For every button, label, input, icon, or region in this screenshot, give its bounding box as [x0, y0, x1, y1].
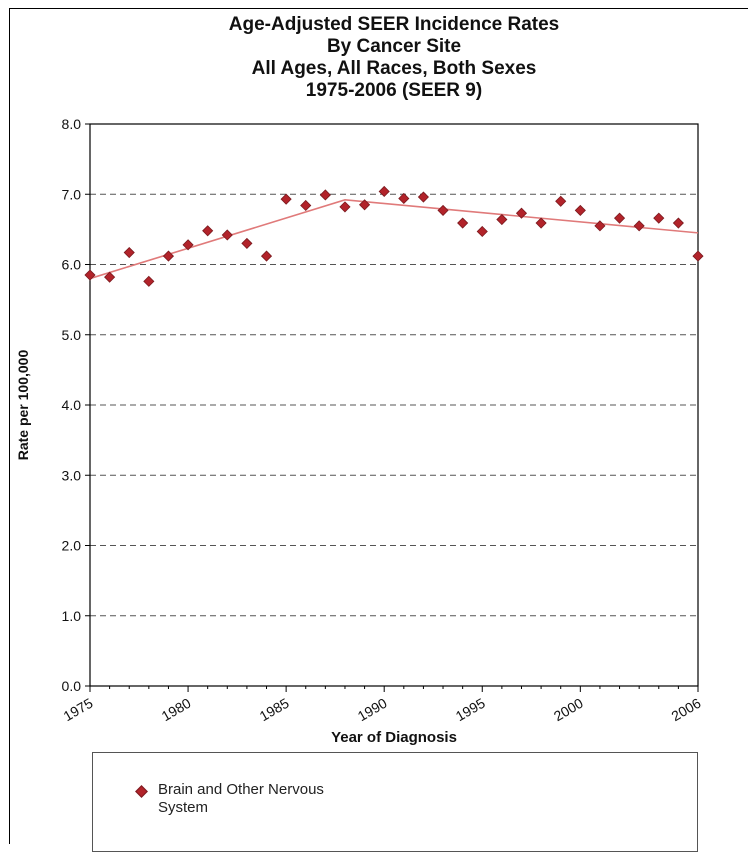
data-point: [653, 212, 665, 224]
data-point: [280, 193, 292, 205]
data-point: [692, 250, 704, 262]
data-points: [84, 185, 704, 287]
data-point: [437, 204, 449, 216]
y-tick-label: 2.0: [62, 538, 82, 554]
data-point: [417, 191, 429, 203]
data-point: [457, 217, 469, 229]
data-point: [476, 225, 488, 238]
data-point: [672, 217, 684, 229]
data-point: [535, 217, 547, 229]
data-point: [221, 229, 233, 241]
data-point: [104, 271, 116, 283]
data-point: [123, 246, 135, 259]
legend-label: Brain and Other Nervous System: [158, 781, 398, 817]
y-tick-label: 6.0: [62, 257, 82, 273]
legend-label-line-1: Brain and Other Nervous: [158, 781, 324, 798]
data-point: [378, 185, 390, 198]
frame-top-border: [9, 8, 748, 9]
data-point: [398, 192, 410, 205]
data-point: [162, 250, 175, 262]
data-point: [241, 237, 253, 249]
x-axis-ticks: 1975 1980 1985 1990 1995 2000 2006: [61, 686, 704, 724]
data-point: [202, 225, 214, 237]
data-point: [594, 220, 606, 232]
title-line-2: By Cancer Site: [326, 36, 462, 57]
y-tick-label: 5.0: [62, 327, 82, 343]
data-point: [260, 250, 273, 262]
data-point: [339, 201, 351, 213]
x-tick-label: 1985: [257, 695, 292, 725]
x-tick-label: 1980: [159, 695, 194, 725]
title-line-4: 1975-2006 (SEER 9): [305, 80, 483, 101]
title-line-3: All Ages, All Races, Both Sexes: [251, 58, 537, 79]
data-point: [182, 239, 194, 251]
legend-diamond-icon: [135, 785, 148, 798]
chart-plot: 0.0 1.0 2.0 3.0 4.0 5.0 6.0 7.0 8.0 1975 1980 1985…: [15, 116, 704, 746]
legend-item: Brain and Other Nervous System: [135, 781, 398, 817]
data-point: [300, 199, 312, 212]
x-tick-label: 1990: [355, 695, 390, 725]
y-tick-label: 1.0: [62, 608, 82, 624]
x-tick-label: 2000: [551, 695, 586, 725]
y-tick-label: 8.0: [62, 116, 82, 132]
data-point: [613, 212, 626, 224]
data-point: [84, 269, 96, 281]
y-tick-label: 0.0: [62, 678, 82, 694]
legend-label-line-2: System: [158, 799, 209, 816]
x-tick-label: 1995: [453, 695, 488, 725]
title-line-1: Age-Adjusted SEER Incidence Rates: [228, 14, 560, 35]
data-point: [496, 213, 508, 226]
y-tick-label: 7.0: [62, 186, 82, 202]
data-point: [555, 195, 567, 207]
data-point: [319, 189, 331, 201]
legend: Brain and Other Nervous System: [92, 752, 698, 852]
trend-line: [89, 199, 699, 280]
data-point: [574, 204, 586, 216]
gridlines: [90, 193, 698, 617]
frame-left-border: [9, 8, 10, 844]
data-point: [515, 207, 528, 219]
x-tick-label: 2006: [669, 695, 704, 725]
y-axis-ticks: 0.0 1.0 2.0 3.0 4.0 5.0 6.0 7.0 8.0: [62, 116, 90, 694]
y-tick-label: 4.0: [62, 397, 82, 413]
data-point: [143, 275, 155, 287]
y-tick-label: 3.0: [62, 467, 82, 483]
data-point: [633, 220, 645, 232]
x-tick-label: 1975: [61, 695, 96, 725]
chart-title: Age-Adjusted SEER Incidence Rates By Can…: [90, 14, 698, 102]
y-axis-label: Rate per 100,000: [15, 350, 31, 461]
data-point: [359, 199, 371, 211]
x-axis-label: Year of Diagnosis: [331, 729, 457, 746]
